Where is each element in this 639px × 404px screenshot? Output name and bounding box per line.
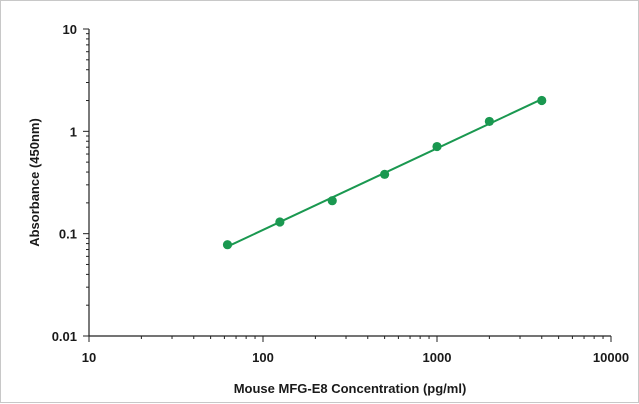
x-tick-label: 10 xyxy=(82,350,96,365)
axes xyxy=(88,29,611,337)
x-axis-title: Mouse MFG-E8 Concentration (pg/ml) xyxy=(234,381,467,396)
y-tick-label: 10 xyxy=(63,22,77,37)
x-tick-label: 100 xyxy=(252,350,274,365)
x-tick-label: 10000 xyxy=(593,350,629,365)
data-point xyxy=(432,141,442,152)
data-point xyxy=(537,95,547,106)
data-point xyxy=(327,196,337,206)
y-tick-label: 0.01 xyxy=(52,329,77,344)
data-point xyxy=(380,169,390,179)
x-tick-label: 1000 xyxy=(423,350,452,365)
y-axis-title: Absorbance (450nm) xyxy=(27,118,42,247)
tick-labels: 10 100 1000 10000 10 1 0.1 0.01 xyxy=(52,22,629,365)
tick-marks xyxy=(83,28,612,342)
data-series xyxy=(222,95,547,250)
data-point xyxy=(222,240,233,250)
y-tick-label: 1 xyxy=(70,124,77,139)
data-point xyxy=(484,116,494,127)
y-tick-label: 0.1 xyxy=(59,227,77,242)
data-point xyxy=(275,217,285,227)
